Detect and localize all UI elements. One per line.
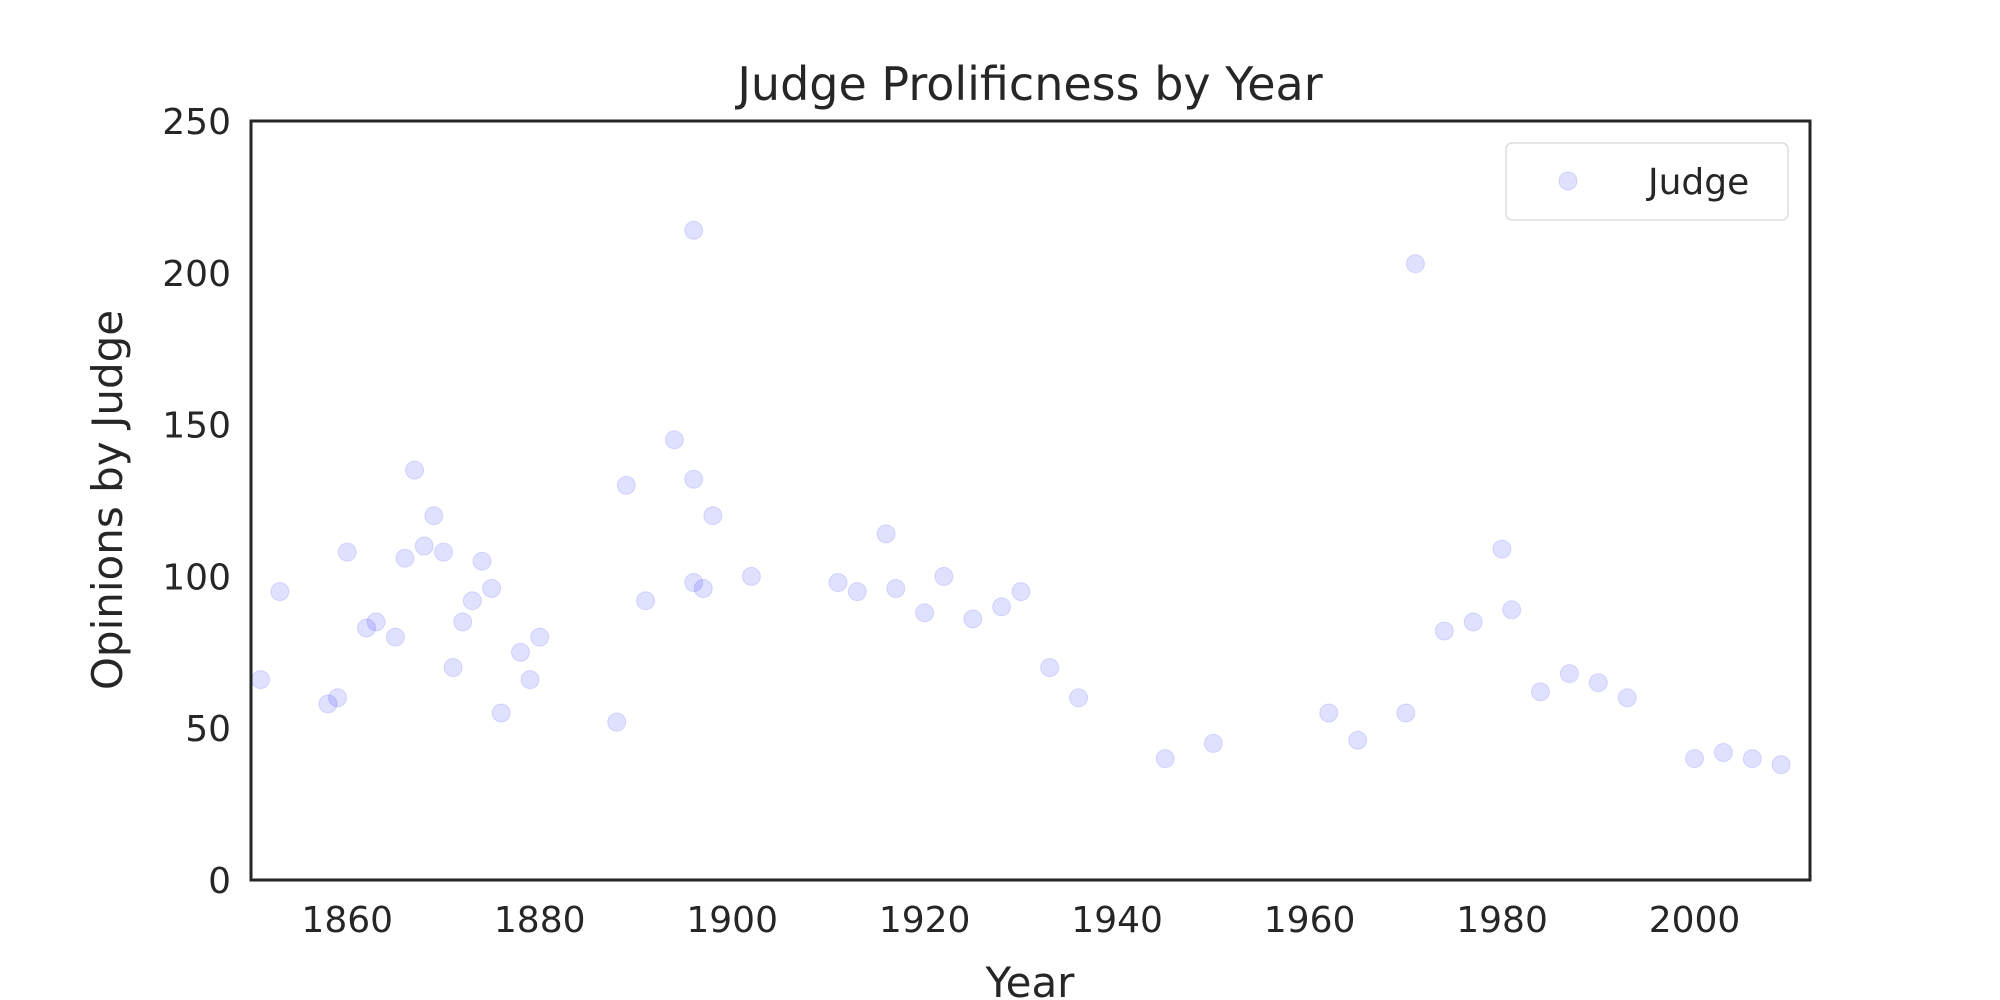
data-point [684, 469, 704, 489]
data-point [1492, 539, 1512, 559]
data-point [703, 506, 723, 526]
x-tick-label: 1940 [1071, 900, 1163, 941]
data-point [828, 573, 848, 592]
x-tick-label: 1900 [686, 900, 778, 941]
data-point [434, 542, 453, 562]
legend-marker [1558, 171, 1578, 191]
data-point [1685, 749, 1704, 769]
data-point [520, 670, 540, 690]
scatter-points [251, 220, 1791, 775]
data-point [963, 609, 983, 629]
data-point [664, 430, 684, 450]
legend-label: Judge [1646, 162, 1749, 203]
y-tick-label: 0 [208, 861, 231, 902]
data-point [453, 612, 473, 632]
x-tick-label: 1860 [301, 900, 393, 941]
x-axis-ticks: 1860 1880 1900 1920 1940 1960 1980 2000 [301, 900, 1740, 941]
data-point [1203, 733, 1223, 753]
data-point [491, 703, 511, 723]
data-point [1559, 664, 1579, 684]
data-point [251, 670, 271, 690]
plot-area [249, 119, 1812, 882]
data-point [472, 551, 492, 571]
data-point [366, 612, 386, 632]
data-point [616, 475, 636, 495]
data-point [424, 506, 444, 526]
data-point [886, 579, 906, 598]
data-point [1405, 254, 1425, 274]
data-point [462, 591, 482, 611]
data-point [992, 597, 1012, 617]
x-tick-label: 1880 [494, 900, 586, 941]
x-axis-label: Year [985, 958, 1076, 1000]
data-point [443, 658, 463, 677]
data-point [1155, 749, 1175, 769]
data-point [684, 573, 704, 592]
x-tick-label: 1960 [1264, 900, 1356, 941]
data-point [1713, 743, 1733, 762]
legend-box [1505, 142, 1789, 221]
data-point [607, 712, 627, 732]
data-point [1396, 703, 1416, 723]
y-tick-label: 200 [162, 254, 231, 295]
data-point [876, 524, 896, 544]
data-point [1040, 658, 1060, 677]
x-tick-label: 2000 [1649, 900, 1741, 941]
data-point [1771, 755, 1791, 775]
data-point [1434, 621, 1454, 641]
data-point [1742, 749, 1762, 769]
data-point [328, 688, 348, 708]
data-point [337, 542, 357, 562]
data-point [693, 579, 713, 598]
data-point [405, 460, 425, 480]
y-axis-ticks: 0 50 100 150 200 250 [162, 102, 231, 902]
data-point [318, 694, 338, 714]
data-point [1588, 673, 1608, 693]
y-tick-label: 50 [185, 709, 231, 750]
y-tick-label: 100 [162, 557, 231, 598]
y-tick-label: 150 [162, 406, 231, 447]
data-point [414, 536, 434, 556]
data-point [530, 627, 550, 647]
data-point [357, 618, 376, 638]
data-point [385, 627, 405, 647]
x-tick-label: 1980 [1456, 900, 1548, 941]
data-point [270, 582, 290, 602]
data-point [934, 566, 954, 586]
y-axis-label: Opinions by Judge [83, 310, 132, 690]
data-point [741, 566, 761, 586]
data-point [1319, 703, 1339, 723]
data-point [1463, 612, 1483, 632]
data-point [1069, 688, 1089, 708]
data-point [684, 220, 704, 240]
data-point [1531, 682, 1550, 702]
y-tick-label: 250 [162, 102, 231, 143]
data-point [511, 642, 530, 662]
data-point [915, 603, 935, 623]
data-point [1617, 688, 1637, 708]
data-point [1011, 582, 1031, 602]
chart-title: Judge Prolificness by Year [734, 57, 1322, 111]
x-tick-label: 1920 [879, 900, 971, 941]
data-point [482, 579, 502, 598]
data-point [636, 591, 656, 611]
data-point [395, 548, 415, 568]
data-point [1348, 730, 1368, 750]
data-point [1502, 600, 1522, 620]
legend: Judge [1505, 142, 1789, 221]
data-point [847, 582, 867, 602]
